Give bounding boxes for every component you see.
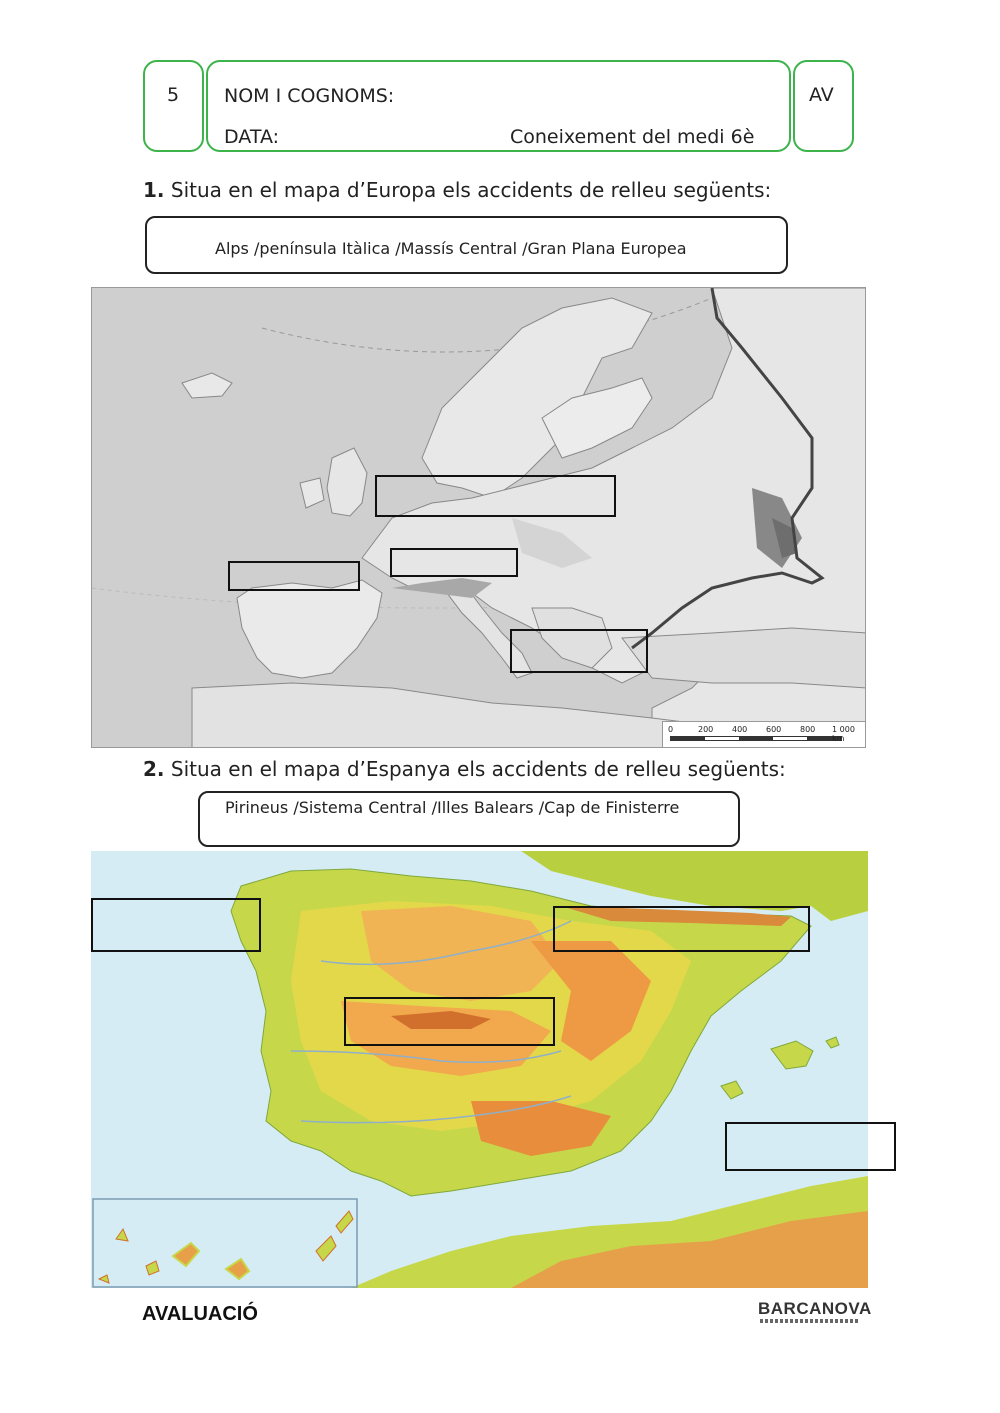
answer-box-spain-4[interactable] (725, 1122, 896, 1171)
question-1-number: 1. (143, 178, 165, 202)
scale-tick-0: 0 (668, 725, 674, 734)
europe-map: 0 200 400 600 800 1 000 km (91, 287, 866, 748)
scale-tick-200: 200 (698, 725, 714, 734)
question-2: 2. Situa en el mapa d’Espanya els accide… (143, 757, 786, 781)
scale-tick-600: 600 (766, 725, 782, 734)
answer-box-europe-3[interactable] (228, 561, 360, 591)
answer-box-spain-3[interactable] (344, 997, 555, 1046)
scale-tick-400: 400 (732, 725, 748, 734)
answer-box-spain-2[interactable] (553, 906, 810, 952)
publisher-logo: BARCANOVA (758, 1299, 872, 1318)
subject-label: Coneixement del medi 6è (510, 126, 755, 148)
scale-tick-800: 800 (800, 725, 816, 734)
question-1-text: Situa en el mapa d’Europa els accidents … (170, 178, 772, 202)
question-2-number: 2. (143, 757, 165, 781)
answer-box-europe-2[interactable] (390, 548, 518, 577)
europe-relief (92, 288, 865, 747)
date-label: DATA: (224, 126, 280, 148)
answer-box-europe-1[interactable] (375, 475, 616, 517)
publisher-logo-underline (760, 1319, 858, 1323)
code-box (793, 60, 854, 152)
exam-number: 5 (167, 84, 180, 106)
word-bank-1-text: Alps /península Itàlica /Massís Central … (215, 239, 687, 258)
question-1: 1. Situa en el mapa d’Europa els acciden… (143, 178, 771, 202)
number-box (143, 60, 204, 152)
student-info-box (206, 60, 791, 152)
scale-bar (670, 736, 842, 741)
word-bank-1: Alps /península Itàlica /Massís Central … (145, 216, 788, 274)
word-bank-2: Pirineus /Sistema Central /Illes Balears… (198, 791, 740, 847)
scale-tick-1000: 1 000 km (832, 725, 855, 743)
exam-code: AV (809, 84, 834, 106)
name-label: NOM I COGNOMS: (224, 85, 395, 107)
scale-bar-panel (662, 721, 865, 747)
word-bank-2-text: Pirineus /Sistema Central /Illes Balears… (225, 798, 680, 817)
answer-box-europe-4[interactable] (510, 629, 648, 673)
question-2-text: Situa en el mapa d’Espanya els accidents… (170, 757, 786, 781)
evaluation-label: AVALUACIÓ (142, 1303, 258, 1325)
answer-box-spain-1[interactable] (91, 898, 261, 952)
